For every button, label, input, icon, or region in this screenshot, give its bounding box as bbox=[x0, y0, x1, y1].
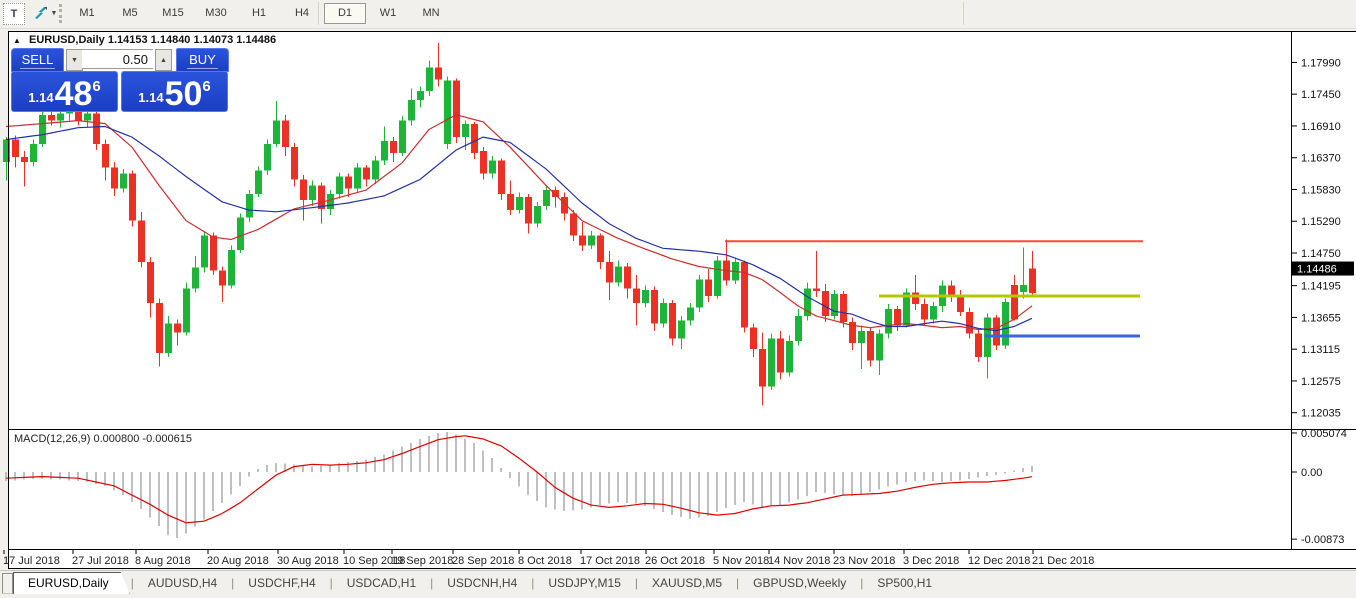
ma-fast-red-line bbox=[5, 114, 1033, 331]
date-tick-label: 27 Jul 2018 bbox=[72, 555, 129, 567]
drawing-tools-button[interactable]: ▼ bbox=[28, 3, 62, 23]
current-price-label: 1.14486 bbox=[1297, 264, 1337, 276]
price-tick-label: 1.13655 bbox=[1301, 312, 1341, 324]
timeframe-button-mn[interactable]: MN bbox=[422, 7, 440, 19]
chart-symbol-label: EURUSD,Daily bbox=[28, 34, 105, 46]
chevron-down-icon: ▼ bbox=[50, 9, 58, 17]
buy-button[interactable]: BUY bbox=[176, 48, 229, 72]
sell-button[interactable]: SELL bbox=[11, 48, 64, 72]
chart-tab-usdcnh[interactable]: USDCNH,H4 bbox=[447, 575, 518, 590]
price-tick-label: 1.17450 bbox=[1301, 89, 1341, 101]
timeframe-button-m15[interactable]: M15 bbox=[162, 7, 184, 19]
chart-tab-usdcad[interactable]: USDCAD,H1 bbox=[346, 575, 417, 590]
date-tick-label: 30 Aug 2018 bbox=[277, 555, 339, 567]
chart-tab-sp500[interactable]: SP500,H1 bbox=[877, 575, 933, 590]
macd-indicator-label: MACD(12,26,9) 0.000800 -0.000615 bbox=[14, 433, 192, 445]
toolbar-separator bbox=[318, 2, 319, 25]
date-tick-label: 21 Dec 2018 bbox=[1032, 555, 1094, 567]
price-tick-label: 1.16370 bbox=[1301, 153, 1341, 165]
toolbar-drag-grip[interactable] bbox=[59, 4, 66, 23]
price-axis: 1.17990 1.17450 1.16910 1.16370 1.15830 1.152… bbox=[1292, 57, 1354, 420]
date-tick-label: 20 Aug 2018 bbox=[207, 555, 269, 567]
date-tick-label: 12 Dec 2018 bbox=[968, 555, 1030, 567]
tab-separator: | bbox=[329, 576, 333, 590]
text-tool-button[interactable]: T bbox=[3, 3, 25, 25]
time-axis: 17 Jul 2018 27 Jul 2018 8 Aug 2018 20 Aug 2… bbox=[3, 550, 1094, 567]
macd-signal-line bbox=[5, 435, 1033, 524]
tabbar-border bbox=[0, 570, 1356, 571]
price-tick-label: 1.15830 bbox=[1301, 184, 1341, 196]
macd-tick-label: 0.005074 bbox=[1301, 428, 1347, 440]
price-tick-label: 1.12575 bbox=[1301, 376, 1341, 388]
volume-input[interactable] bbox=[82, 49, 153, 69]
date-tick-label: 14 Nov 2018 bbox=[768, 555, 830, 567]
price-tick-label: 1.14195 bbox=[1301, 281, 1341, 293]
caret-down-icon: ▼ bbox=[71, 56, 78, 64]
chart-tab-gbpusd[interactable]: GBPUSD,Weekly bbox=[753, 575, 847, 590]
timeframe-button-h4[interactable]: H4 bbox=[294, 7, 310, 19]
collapse-panel-icon[interactable]: ▲ bbox=[13, 36, 21, 45]
chart-frame bbox=[8, 31, 1356, 569]
price-tick-label: 1.16910 bbox=[1301, 121, 1341, 133]
timeframe-button-m5[interactable]: M5 bbox=[122, 7, 138, 19]
chart-tab-usdchf[interactable]: USDCHF,H4 bbox=[248, 575, 316, 590]
date-tick-label: 10 Sep 2018 bbox=[343, 555, 405, 567]
tab-separator: | bbox=[130, 576, 134, 590]
chart-tab-audusd[interactable]: AUDUSD,H4 bbox=[147, 575, 218, 590]
date-tick-label: 8 Oct 2018 bbox=[518, 555, 572, 567]
tab-separator: | bbox=[430, 576, 434, 590]
macd-axis: 0.005074 0.00 -0.00873 bbox=[1292, 428, 1347, 546]
date-tick-label: 23 Nov 2018 bbox=[833, 555, 895, 567]
caret-up-icon: ▲ bbox=[160, 56, 167, 64]
timeframe-button-m1[interactable]: M1 bbox=[79, 7, 95, 19]
date-tick-label: 3 Dec 2018 bbox=[903, 555, 959, 567]
timeframe-button-w1[interactable]: W1 bbox=[379, 7, 397, 19]
macd-tick-label: -0.00873 bbox=[1301, 534, 1344, 546]
tab-separator: | bbox=[531, 576, 535, 590]
date-tick-label: 8 Aug 2018 bbox=[135, 555, 191, 567]
chart-tabs: EURUSD,Daily | AUDUSD,H4 | USDCHF,H4 | USDCAD,… bbox=[13, 572, 945, 594]
tab-separator: | bbox=[231, 576, 235, 590]
ma-slow-blue-line bbox=[5, 125, 1033, 332]
current-price-marker bbox=[1292, 261, 1354, 276]
date-tick-label: 17 Jul 2018 bbox=[3, 555, 60, 567]
buy-price-display[interactable]: 1.14 50 6 bbox=[121, 71, 228, 112]
price-tick-label: 1.13115 bbox=[1301, 344, 1340, 356]
date-tick-label: 26 Oct 2018 bbox=[645, 555, 705, 567]
volume-increase-button[interactable]: ▲ bbox=[155, 49, 172, 71]
timeframe-buttons: M1 M5 M15 M30 H1 H4 D1 W1 MN bbox=[66, 3, 453, 24]
date-tick-label: 17 Oct 2018 bbox=[580, 555, 640, 567]
chart-ohlc-values: 1.14153 1.14840 1.14073 1.14486 bbox=[107, 34, 277, 46]
price-tick-label: 1.14750 bbox=[1301, 248, 1341, 260]
date-tick-label: 5 Nov 2018 bbox=[713, 555, 769, 567]
tabbar-scroll-grip[interactable] bbox=[2, 573, 13, 594]
volume-decrease-button[interactable]: ▼ bbox=[66, 49, 83, 71]
price-tick-label: 1.12035 bbox=[1301, 408, 1341, 420]
price-tick-label: 1.15290 bbox=[1301, 216, 1341, 228]
chart-tab-xauusd[interactable]: XAUUSD,M5 bbox=[652, 575, 723, 590]
timeframe-button-m30[interactable]: M30 bbox=[205, 7, 227, 19]
chart-tab-eurusd[interactable]: EURUSD,Daily bbox=[13, 572, 130, 594]
macd-histogram bbox=[5, 432, 1033, 539]
text-tool-icon: T bbox=[10, 8, 18, 20]
date-tick-label: 19 Sep 2018 bbox=[391, 555, 453, 567]
chart-tab-usdjpy[interactable]: USDJPY,M15 bbox=[548, 575, 621, 590]
tab-separator: | bbox=[860, 576, 864, 590]
diagonal-arrows-icon bbox=[34, 7, 47, 19]
timeframe-button-d1[interactable]: D1 bbox=[324, 3, 366, 24]
date-tick-label: 28 Sep 2018 bbox=[452, 555, 514, 567]
sell-price-display[interactable]: 1.14 48 6 bbox=[11, 71, 118, 112]
price-tick-label: 1.17990 bbox=[1301, 57, 1341, 69]
macd-tick-label: 0.00 bbox=[1301, 467, 1322, 479]
chart-ohlc-info: ▲ EURUSD,Daily 1.14153 1.14840 1.14073 1… bbox=[13, 34, 276, 46]
tab-separator: | bbox=[634, 576, 638, 590]
chart-tab-bar: EURUSD,Daily | AUDUSD,H4 | USDCHF,H4 | USDCAD,… bbox=[0, 570, 1356, 598]
toolbar-separator bbox=[963, 2, 964, 25]
toolbar: T ▼ M1 M5 M15 M30 H1 H4 D1 W1 MN bbox=[0, 0, 1356, 29]
timeframe-button-h1[interactable]: H1 bbox=[251, 7, 267, 19]
tab-separator: | bbox=[736, 576, 740, 590]
